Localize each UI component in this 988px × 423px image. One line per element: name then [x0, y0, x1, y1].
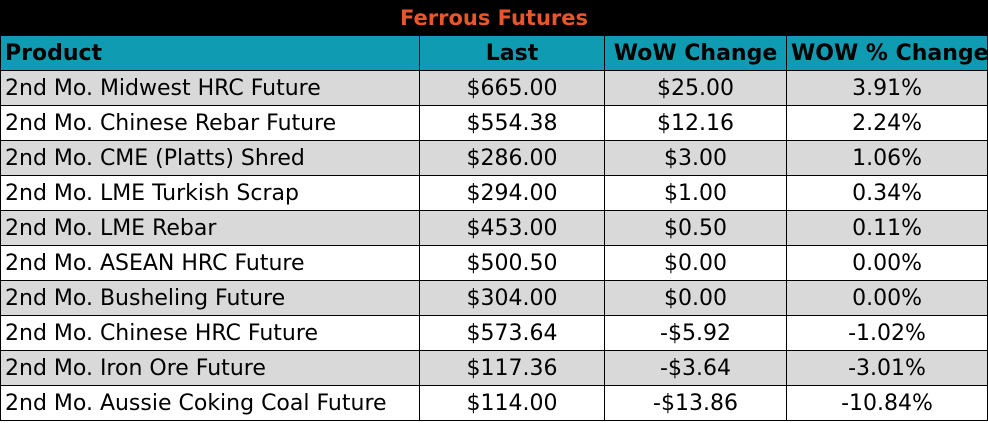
- cell-product: 2nd Mo. Chinese Rebar Future: [0, 105, 420, 141]
- cell-product: 2nd Mo. LME Rebar: [0, 210, 420, 246]
- table-row: 2nd Mo. Iron Ore Future $117.36 -$3.64 -…: [0, 350, 988, 386]
- cell-product: 2nd Mo. ASEAN HRC Future: [0, 245, 420, 281]
- table-row: 2nd Mo. Aussie Coking Coal Future $114.0…: [0, 385, 988, 421]
- cell-product: 2nd Mo. Aussie Coking Coal Future: [0, 385, 420, 421]
- cell-wow-pct-change: 1.06%: [785, 140, 988, 176]
- cell-wow-change: $3.00: [604, 140, 787, 176]
- table-row: 2nd Mo. ASEAN HRC Future $500.50 $0.00 0…: [0, 245, 988, 281]
- cell-wow-change: -$5.92: [604, 315, 787, 351]
- cell-wow-pct-change: 0.34%: [785, 175, 988, 211]
- cell-wow-pct-change: 3.91%: [785, 70, 988, 106]
- cell-last: $453.00: [419, 210, 605, 246]
- cell-last: $500.50: [419, 245, 605, 281]
- table-row: 2nd Mo. LME Turkish Scrap $294.00 $1.00 …: [0, 175, 988, 211]
- table-row: 2nd Mo. Busheling Future $304.00 $0.00 0…: [0, 280, 988, 316]
- cell-wow-pct-change: 2.24%: [785, 105, 988, 141]
- cell-wow-change: $1.00: [604, 175, 787, 211]
- cell-product: 2nd Mo. Chinese HRC Future: [0, 315, 420, 351]
- cell-last: $286.00: [419, 140, 605, 176]
- cell-wow-change: -$3.64: [604, 350, 787, 386]
- cell-last: $665.00: [419, 70, 605, 106]
- table-row: 2nd Mo. Chinese Rebar Future $554.38 $12…: [0, 105, 988, 141]
- table-title: Ferrous Futures: [0, 0, 988, 36]
- table-header-row: Product Last WoW Change WOW % Change: [0, 35, 988, 71]
- column-header-product: Product: [0, 35, 420, 71]
- table-body: 2nd Mo. Midwest HRC Future $665.00 $25.0…: [0, 70, 988, 421]
- cell-wow-pct-change: -3.01%: [785, 350, 988, 386]
- table-row: 2nd Mo. Midwest HRC Future $665.00 $25.0…: [0, 70, 988, 106]
- cell-wow-pct-change: -10.84%: [785, 385, 988, 421]
- cell-last: $294.00: [419, 175, 605, 211]
- cell-wow-change: $25.00: [604, 70, 787, 106]
- cell-wow-change: $12.16: [604, 105, 787, 141]
- cell-wow-pct-change: 0.11%: [785, 210, 988, 246]
- cell-last: $114.00: [419, 385, 605, 421]
- cell-wow-change: -$13.86: [604, 385, 787, 421]
- table-row: 2nd Mo. LME Rebar $453.00 $0.50 0.11%: [0, 210, 988, 246]
- cell-wow-change: $0.00: [604, 245, 787, 281]
- column-header-wow-pct-change: WOW % Change: [785, 35, 988, 71]
- column-header-wow-change: WoW Change: [604, 35, 787, 71]
- cell-last: $304.00: [419, 280, 605, 316]
- cell-wow-pct-change: 0.00%: [785, 280, 988, 316]
- cell-product: 2nd Mo. Iron Ore Future: [0, 350, 420, 386]
- cell-wow-change: $0.50: [604, 210, 787, 246]
- cell-product: 2nd Mo. Busheling Future: [0, 280, 420, 316]
- cell-product: 2nd Mo. Midwest HRC Future: [0, 70, 420, 106]
- table-title-row: Ferrous Futures: [0, 0, 988, 36]
- cell-wow-pct-change: -1.02%: [785, 315, 988, 351]
- cell-wow-pct-change: 0.00%: [785, 245, 988, 281]
- table-row: 2nd Mo. Chinese HRC Future $573.64 -$5.9…: [0, 315, 988, 351]
- cell-last: $554.38: [419, 105, 605, 141]
- cell-last: $117.36: [419, 350, 605, 386]
- table-row: 2nd Mo. CME (Platts) Shred $286.00 $3.00…: [0, 140, 988, 176]
- column-header-last: Last: [419, 35, 605, 71]
- cell-product: 2nd Mo. LME Turkish Scrap: [0, 175, 420, 211]
- cell-product: 2nd Mo. CME (Platts) Shred: [0, 140, 420, 176]
- cell-wow-change: $0.00: [604, 280, 787, 316]
- cell-last: $573.64: [419, 315, 605, 351]
